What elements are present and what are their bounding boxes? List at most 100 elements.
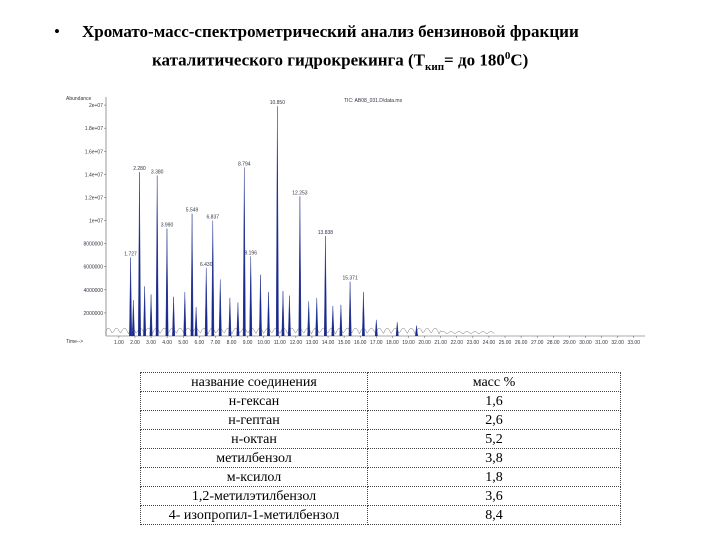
peak bbox=[331, 305, 335, 337]
peak-label: 6.430 bbox=[200, 262, 213, 268]
peak bbox=[288, 295, 291, 337]
peak bbox=[348, 281, 352, 337]
peak-label: 15.371 bbox=[342, 276, 358, 282]
peak-label: 12.253 bbox=[292, 190, 308, 196]
x-tick-label: 28.00 bbox=[547, 340, 560, 346]
x-tick-label: 16.00 bbox=[354, 340, 367, 346]
x-tick-label: 30.00 bbox=[579, 340, 592, 346]
x-tick-label: 7.00 bbox=[211, 340, 221, 346]
y-tick-label: 2e+07 bbox=[89, 103, 103, 109]
peak bbox=[307, 301, 311, 337]
x-tick-label: 17.00 bbox=[370, 340, 383, 346]
x-tick-label: 18.00 bbox=[386, 340, 399, 346]
table-cell: 1,6 bbox=[367, 391, 621, 411]
peak bbox=[415, 325, 418, 337]
peak bbox=[275, 106, 279, 337]
peak bbox=[194, 307, 198, 337]
compound-table: название соединения масс % н-гексан 1,6 н-ге… bbox=[140, 372, 621, 525]
title-text: С) bbox=[510, 50, 529, 70]
title-line: каталитического гидрокрекинга (Ткип= до … bbox=[152, 44, 700, 79]
x-tick-label: 19.00 bbox=[402, 340, 415, 346]
peak bbox=[315, 297, 319, 337]
table-cell: 3,8 bbox=[367, 448, 621, 468]
peak bbox=[149, 294, 153, 337]
peak bbox=[218, 279, 222, 337]
table-cell: 4- изопропил-1-метилбензол bbox=[140, 505, 368, 525]
table-cell: н-гексан bbox=[140, 391, 368, 411]
x-tick-label: 15.00 bbox=[338, 340, 351, 346]
peak-label: 3.380 bbox=[151, 170, 164, 176]
y-tick-label: 4000000 bbox=[84, 288, 104, 294]
title-text: = до 180 bbox=[444, 50, 505, 70]
x-tick-label: 3.00 bbox=[146, 340, 156, 346]
x-tick-label: 31.00 bbox=[595, 340, 608, 346]
x-tick-label: 12.00 bbox=[290, 340, 303, 346]
x-tick-label: 25.00 bbox=[499, 340, 512, 346]
x-tick-label: 20.00 bbox=[418, 340, 431, 346]
x-tick-label: 5.00 bbox=[178, 340, 188, 346]
x-tick-label: 14.00 bbox=[322, 340, 335, 346]
x-tick-label: 4.00 bbox=[162, 340, 172, 346]
table-cell: 8,4 bbox=[367, 505, 621, 525]
table-row: н-гептан 2,6 bbox=[140, 410, 621, 430]
peak-label: 9.196 bbox=[244, 250, 257, 256]
y-tick-label: 8000000 bbox=[84, 242, 104, 248]
title-line: Хромато-масс-спектрометрический анализ б… bbox=[82, 22, 579, 41]
peak bbox=[228, 297, 232, 337]
peak bbox=[165, 228, 169, 337]
superscript: 0 bbox=[504, 50, 511, 62]
x-tick-label: 10.00 bbox=[257, 340, 270, 346]
peak bbox=[267, 292, 270, 337]
peak bbox=[362, 292, 365, 337]
x-tick-label: 32.00 bbox=[611, 340, 624, 346]
x-tick-label: 24.00 bbox=[483, 340, 496, 346]
peak bbox=[211, 220, 215, 337]
peak-label: 1.727 bbox=[124, 251, 137, 257]
peak bbox=[155, 175, 159, 337]
peak bbox=[395, 322, 399, 337]
peak-label: 5.549 bbox=[186, 208, 199, 214]
y-tick-label: 1.8e+07 bbox=[85, 126, 103, 132]
peak bbox=[339, 304, 343, 337]
chromatogram: Abundance Time--> TIC: AB08_031.D\data.m… bbox=[66, 96, 645, 346]
y-tick-label: 2000000 bbox=[84, 311, 104, 317]
title-text: каталитического гидрокрекинга (Т bbox=[152, 50, 426, 70]
peak-label: 8.794 bbox=[238, 161, 251, 167]
x-tick-label: 33.00 bbox=[627, 340, 640, 346]
table-cell: метилбензол bbox=[140, 448, 368, 468]
peak bbox=[259, 274, 262, 337]
peak bbox=[236, 302, 240, 337]
peak bbox=[183, 292, 187, 337]
table-row: м-ксилол 1,8 bbox=[140, 467, 621, 487]
table-cell: 1,8 bbox=[367, 467, 621, 487]
x-tick-label: 8.00 bbox=[227, 340, 237, 346]
peak bbox=[131, 300, 135, 337]
peak-label: 13.838 bbox=[318, 230, 334, 236]
table-cell: масс % bbox=[367, 372, 621, 392]
table-row: н-гексан 1,6 bbox=[140, 391, 621, 411]
x-tick-label: 26.00 bbox=[515, 340, 528, 346]
peak bbox=[249, 256, 253, 337]
trace-label: TIC: AB08_031.D\data.ms bbox=[344, 98, 403, 104]
table-cell: н-октан bbox=[140, 429, 368, 449]
peak bbox=[204, 267, 208, 337]
x-tick-label: 27.00 bbox=[531, 340, 544, 346]
bullet: • bbox=[54, 22, 60, 41]
peak bbox=[298, 196, 302, 337]
peak bbox=[138, 172, 141, 337]
table-cell: название соединения bbox=[140, 372, 368, 392]
table-cell: 2,6 bbox=[367, 410, 621, 430]
x-tick-label: 2.00 bbox=[130, 340, 140, 346]
peak bbox=[242, 167, 246, 337]
table-cell: н-гептан bbox=[140, 410, 368, 430]
peak bbox=[129, 257, 132, 337]
peak bbox=[172, 296, 175, 337]
table-row: название соединения масс % bbox=[140, 372, 621, 392]
table-cell: 1,2-метилэтилбензол bbox=[140, 486, 368, 506]
y-tick-label: 1.2e+07 bbox=[85, 195, 103, 201]
peak-label: 6.837 bbox=[207, 215, 220, 221]
table-cell: м-ксилол bbox=[140, 467, 368, 487]
x-axis-label: Time--> bbox=[66, 339, 83, 345]
y-tick-label: 1e+07 bbox=[89, 219, 103, 225]
y-tick-label: 6000000 bbox=[84, 265, 104, 271]
